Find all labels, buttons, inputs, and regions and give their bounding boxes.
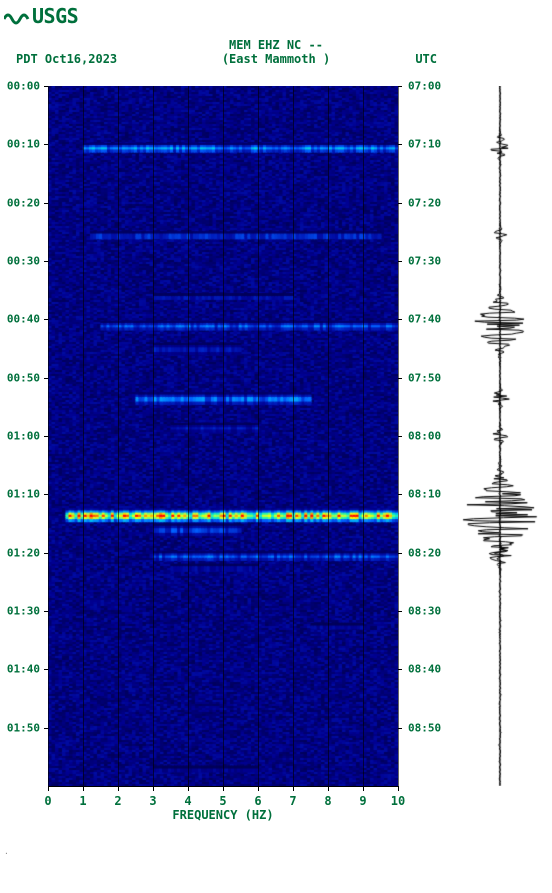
y-label-pdt: 00:20 — [7, 196, 40, 209]
y-label-pdt: 01:50 — [7, 721, 40, 734]
gridline-v — [153, 86, 154, 786]
y-label-utc: 08:10 — [408, 488, 441, 501]
y-tick — [44, 86, 48, 87]
y-label-pdt: 01:10 — [7, 488, 40, 501]
y-tick — [398, 436, 402, 437]
x-tick — [223, 786, 224, 791]
gridline-v — [48, 86, 49, 786]
y-tick — [398, 378, 402, 379]
gridline-v — [83, 86, 84, 786]
y-label-pdt: 00:30 — [7, 255, 40, 268]
y-tick — [398, 611, 402, 612]
gridline-v — [328, 86, 329, 786]
x-tick — [398, 786, 399, 791]
y-label-utc: 07:00 — [408, 80, 441, 93]
gridline-v — [188, 86, 189, 786]
y-tick — [44, 494, 48, 495]
y-tick — [398, 728, 402, 729]
y-tick — [398, 203, 402, 204]
x-tick — [48, 786, 49, 791]
y-tick — [44, 611, 48, 612]
x-axis-label: FREQUENCY (HZ) — [48, 808, 398, 822]
y-tick — [398, 553, 402, 554]
x-tick-label: 3 — [149, 794, 156, 808]
y-tick — [398, 86, 402, 87]
y-tick — [44, 378, 48, 379]
y-tick — [44, 144, 48, 145]
station-title: MEM EHZ NC -- — [0, 38, 552, 52]
x-tick — [188, 786, 189, 791]
x-tick — [153, 786, 154, 791]
spectrogram-plot: 00:0007:0000:1007:1000:2007:2000:3007:30… — [48, 86, 398, 786]
y-label-utc: 07:30 — [408, 255, 441, 268]
x-tick-label: 10 — [391, 794, 405, 808]
gridline-v — [363, 86, 364, 786]
x-tick-label: 6 — [254, 794, 261, 808]
y-label-utc: 08:20 — [408, 546, 441, 559]
y-tick — [44, 669, 48, 670]
x-tick-label: 9 — [359, 794, 366, 808]
x-tick-label: 8 — [324, 794, 331, 808]
y-label-pdt: 00:00 — [7, 80, 40, 93]
y-label-utc: 08:50 — [408, 721, 441, 734]
x-tick-label: 0 — [44, 794, 51, 808]
y-label-utc: 08:40 — [408, 663, 441, 676]
y-tick — [398, 319, 402, 320]
x-tick — [258, 786, 259, 791]
y-label-utc: 08:30 — [408, 605, 441, 618]
x-axis: FREQUENCY (HZ) 012345678910 — [48, 786, 398, 787]
y-label-utc: 07:10 — [408, 138, 441, 151]
x-tick — [118, 786, 119, 791]
gridline-v — [223, 86, 224, 786]
footer-mark: · — [4, 849, 9, 858]
y-tick — [44, 553, 48, 554]
wave-icon — [4, 7, 30, 25]
x-tick-label: 5 — [219, 794, 226, 808]
y-label-utc: 07:20 — [408, 196, 441, 209]
y-label-pdt: 00:10 — [7, 138, 40, 151]
gridline-v — [258, 86, 259, 786]
x-tick — [328, 786, 329, 791]
y-tick — [44, 436, 48, 437]
header-right: UTC — [415, 52, 437, 66]
y-label-utc: 08:00 — [408, 430, 441, 443]
y-tick — [44, 319, 48, 320]
y-label-pdt: 01:30 — [7, 605, 40, 618]
y-tick — [398, 494, 402, 495]
y-label-pdt: 00:40 — [7, 313, 40, 326]
x-tick — [363, 786, 364, 791]
waveform-canvas — [460, 86, 540, 786]
y-tick — [398, 144, 402, 145]
y-label-pdt: 01:00 — [7, 430, 40, 443]
y-tick — [44, 728, 48, 729]
x-tick-label: 2 — [114, 794, 121, 808]
x-tick-label: 1 — [79, 794, 86, 808]
y-label-pdt: 00:50 — [7, 371, 40, 384]
x-tick — [83, 786, 84, 791]
y-tick — [44, 203, 48, 204]
y-tick — [398, 261, 402, 262]
y-tick — [398, 669, 402, 670]
logo-text: USGS — [32, 4, 78, 28]
waveform-panel — [460, 86, 540, 786]
gridline-v — [293, 86, 294, 786]
y-label-utc: 07:40 — [408, 313, 441, 326]
gridline-v — [118, 86, 119, 786]
x-tick-label: 7 — [289, 794, 296, 808]
header-center: (East Mammoth ) — [0, 52, 552, 66]
y-label-utc: 07:50 — [408, 371, 441, 384]
usgs-logo: USGS — [4, 4, 78, 28]
x-tick-label: 4 — [184, 794, 191, 808]
y-label-pdt: 01:20 — [7, 546, 40, 559]
y-label-pdt: 01:40 — [7, 663, 40, 676]
x-tick — [293, 786, 294, 791]
y-tick — [44, 261, 48, 262]
